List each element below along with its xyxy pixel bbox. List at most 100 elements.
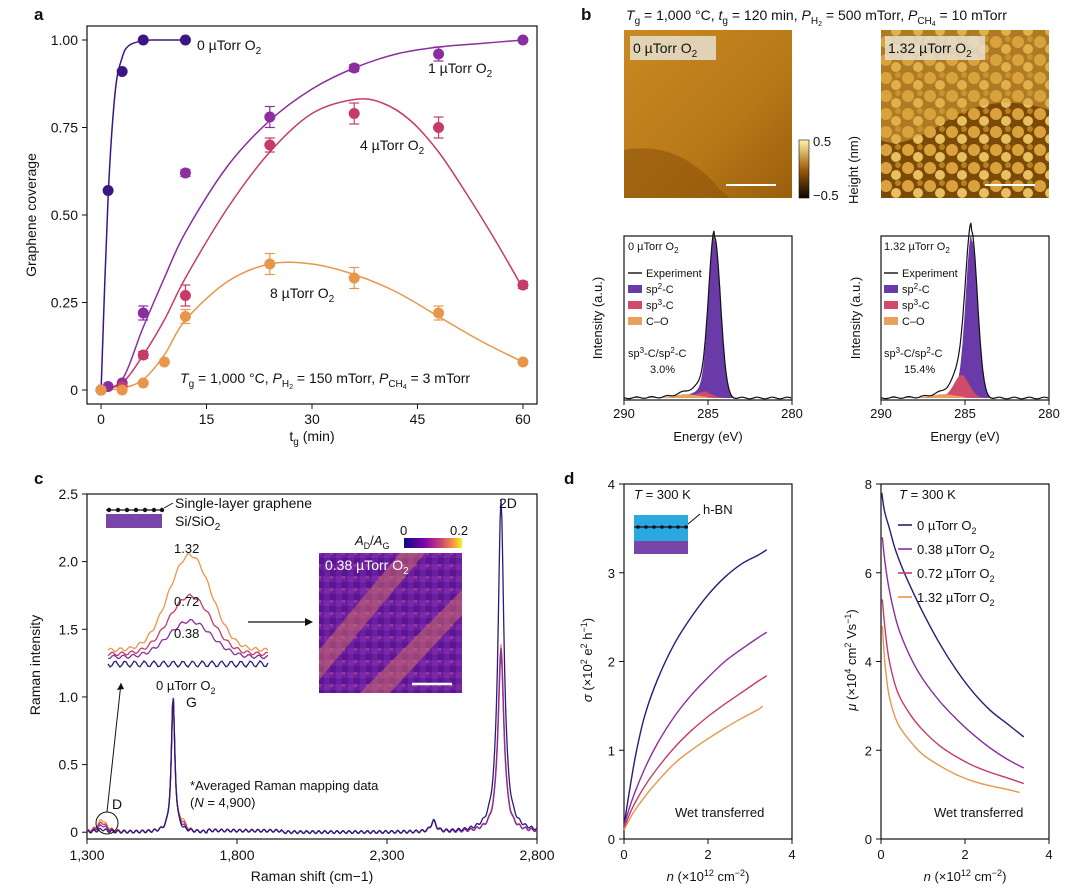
- xps-left-fills-xtick-label: 285: [697, 406, 719, 421]
- a-xtick-label: 15: [199, 411, 215, 427]
- dr-xlabel: n (×1012 cm−2): [924, 868, 1007, 884]
- panel-c-chart: 1,300 1,800 2,300 2,800 0 0.5 1.0 1.5 2.0 2.5 Ra…: [27, 486, 555, 884]
- xps-right-fills-co-area: [881, 394, 1049, 398]
- a-point-series-2: [179, 290, 191, 301]
- dr-legend-label-1: 0.38 µTorr O2: [917, 542, 995, 560]
- xps-right-ratio-label: sp3-C/sp2-C: [884, 346, 942, 360]
- map-title: AD/AG: [354, 533, 389, 551]
- dr-curves-series-2: [881, 599, 1025, 785]
- a-point-series-1: [179, 167, 191, 179]
- c-ytick-label: 0.5: [59, 757, 79, 773]
- afm-label-bg-right: [885, 36, 985, 60]
- a-point-series-3: [179, 311, 191, 322]
- dl-curves-series-2: [623, 675, 768, 829]
- c-inset-series-0: [107, 660, 269, 668]
- panel-a-xlabel: tg (min): [289, 428, 334, 448]
- xps-left-legend-sp2: sp2-C: [646, 282, 674, 296]
- panel-a-conditions: Tg = 1,000 °C, PH2 = 150 mTorr, PCH4 = 3…: [180, 370, 470, 391]
- a-point-series-1: [517, 34, 529, 46]
- xps-left-ylabel: Intensity (a.u.): [590, 277, 605, 359]
- dr-curves-ytick-label: 2: [865, 743, 872, 758]
- afm-colorbar-min: −0.5: [813, 188, 839, 203]
- xps-left-legend-co: C–O: [646, 316, 669, 328]
- c-spectrum-series-0: [86, 499, 538, 835]
- dl-curves-ytick-label: 2: [608, 655, 615, 670]
- label-1-utorr: 1 µTorr O2: [428, 60, 493, 80]
- a-ytick-label: 0.25: [51, 295, 78, 311]
- a-point-series-3: [116, 384, 128, 396]
- xps-left-fills-experiment-line: [623, 230, 792, 400]
- dr-curves-series-1: [881, 537, 1025, 769]
- dl-xlabel: n (×1012 cm−2): [667, 868, 750, 884]
- c-ytick-label: 2.5: [59, 486, 79, 502]
- peak-label-g: G: [186, 694, 197, 710]
- a-point-series-3: [137, 377, 149, 389]
- panel-b: Tg = 1,000 °C, tg = 120 min, PH2 = 500 m…: [590, 7, 1060, 444]
- c-inset-series-3: [107, 552, 269, 653]
- d-peak-arrow-head: [117, 683, 124, 690]
- panel-a-frame: [86, 25, 538, 405]
- a-ytick-label: 1.00: [51, 32, 78, 48]
- schematic-label-substrate: Si/SiO2: [175, 513, 221, 533]
- dl-note: Wet transferred: [675, 805, 764, 820]
- panel-d-right-frame: [880, 483, 1050, 840]
- xps-left-fills-xtick-label: 280: [781, 406, 803, 421]
- a-ytick-label: 0: [70, 382, 78, 398]
- graphene-schematic: [106, 502, 174, 528]
- xps-right-fills-sp2-area: [881, 234, 1049, 398]
- c-inset-series-1: [107, 618, 269, 660]
- panel-c-xlabel: Raman shift (cm−1): [251, 868, 374, 884]
- afm-label-bg-left: [630, 36, 716, 60]
- xps-right-legend-sp3: sp3-C: [902, 298, 930, 312]
- label-0-utorr: 0 µTorr O2: [197, 37, 262, 57]
- panel-letter-b: b: [581, 5, 591, 24]
- a-point-series-1: [348, 62, 360, 74]
- map-colorbar-min: 0: [400, 523, 407, 538]
- a-point-series-1: [137, 307, 149, 319]
- a-point-series-0: [102, 185, 114, 196]
- c-spectrum-series-3: [86, 644, 538, 835]
- dr-curves-series-0: [881, 492, 1025, 738]
- a-point-series-2: [137, 349, 149, 361]
- panel-letter-d: d: [564, 469, 574, 488]
- c-ytick-label: 1.5: [59, 621, 79, 637]
- xps-right-legend-co: C–O: [902, 316, 925, 328]
- xps-right-fills-xtick-label: 290: [870, 406, 892, 421]
- a-xtick-label: 60: [515, 411, 531, 427]
- a-point-series-2: [348, 108, 360, 119]
- afm-step-edge: [624, 148, 730, 198]
- xps-right-fills-sp3-area: [881, 375, 1049, 398]
- panel-c-note: *Averaged Raman mapping data: [190, 778, 379, 793]
- xps-left-legend-exp: Experiment: [646, 268, 702, 280]
- xps-right-label: 1.32 µTorr O2: [884, 241, 950, 255]
- xps-right-legend-exp: Experiment: [902, 268, 958, 280]
- afm-label-right: 1.32 µTorr O2: [888, 40, 972, 60]
- inset-label-1p32: 1.32: [174, 541, 199, 556]
- panel-c-note2: (N = 4,900): [190, 795, 255, 810]
- a-fit-line-series-0: [100, 39, 186, 391]
- panel-a-ylabel: Graphene coverage: [23, 153, 39, 277]
- dr-legend-label-2: 0.72 µTorr O2: [917, 566, 995, 584]
- xps-right-fills-xtick-label: 285: [954, 406, 976, 421]
- hbn-label: h-BN: [703, 502, 733, 517]
- hbn-schematic: [634, 513, 701, 554]
- xps-left-fills-sp3-area: [624, 391, 792, 398]
- dr-curves-xtick-label: 0: [877, 847, 884, 862]
- dr-curves-ytick-label: 0: [865, 832, 872, 847]
- dl-annotation: T = 300 K: [634, 487, 691, 502]
- a-point-series-3: [517, 356, 529, 368]
- dl-curves-series-0: [623, 549, 768, 826]
- xps-left-xlabel: Energy (eV): [673, 429, 742, 444]
- dr-note: Wet transferred: [934, 805, 1023, 820]
- panel-letter-c: c: [34, 469, 43, 488]
- panel-c-frame: [86, 493, 538, 840]
- dr-curves-ytick-label: 4: [865, 655, 872, 670]
- dl-curves-ytick-label: 1: [608, 743, 615, 758]
- a-ytick-label: 0.50: [51, 207, 78, 223]
- xps-right-ratio-value: 15.4%: [904, 364, 935, 376]
- xps-right-xlabel: Energy (eV): [930, 429, 999, 444]
- afm-label-left: 0 µTorr O2: [633, 40, 698, 60]
- label-8-utorr: 8 µTorr O2: [270, 285, 335, 305]
- map-band-1: [319, 553, 425, 680]
